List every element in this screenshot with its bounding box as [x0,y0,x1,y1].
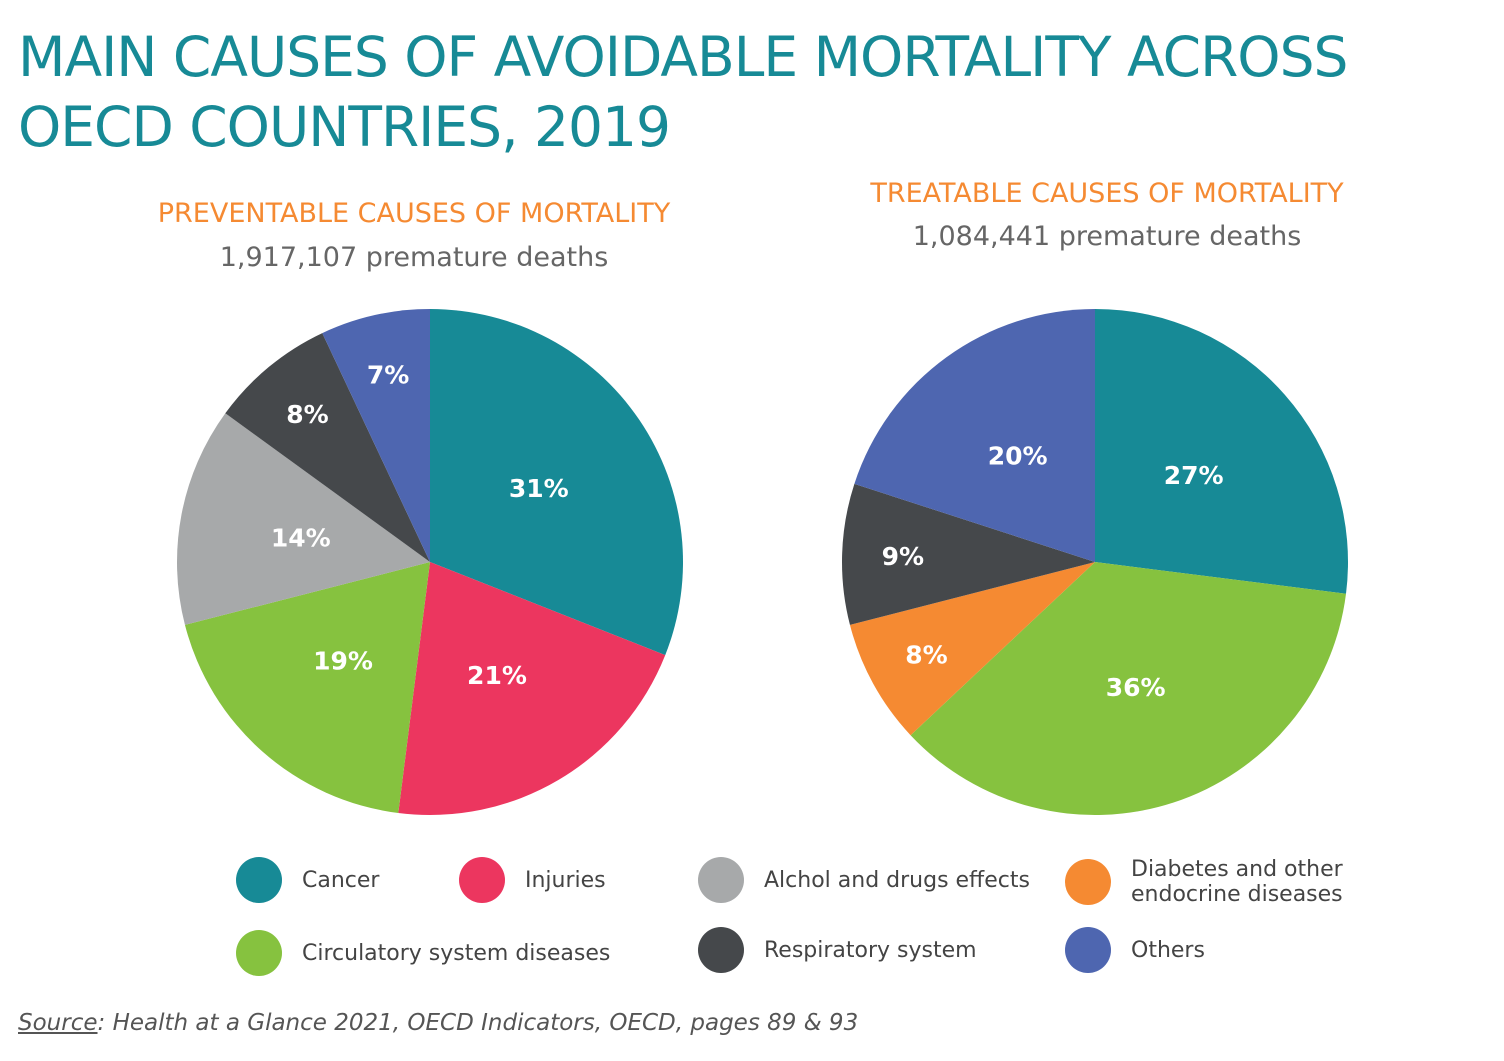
data-label: 14% [271,523,331,552]
data-label: 7% [367,360,409,389]
data-label: 19% [313,647,373,676]
legend-injuries: Injuries [459,857,606,903]
data-label: 20% [988,442,1048,471]
pie-slice-injuries [398,562,666,815]
legend-swatch [1065,859,1111,905]
pie-slice-cancer [430,309,683,656]
legend-swatch [459,857,505,903]
pie-slice-diabetes-and-other-endocrine-diseases [849,562,1095,736]
pie-slice-respiratory-system [842,483,1095,625]
data-label: 21% [467,661,527,690]
legend-cancer: Cancer [236,857,379,903]
pie-slice-cancer [1095,309,1348,594]
chart1-subtitle: 1,917,107 premature deaths [219,242,609,273]
page-title: MAIN CAUSES OF AVOIDABLE MORTALITY ACROS… [18,25,1348,159]
data-label: 31% [509,474,569,503]
data-label: 8% [905,641,947,670]
data-label: 8% [286,400,328,429]
legend-circulatory: Circulatory system diseases [236,930,610,976]
chart1-title: PREVENTABLE CAUSES OF MORTALITY [157,198,671,229]
data-label: 27% [1164,461,1224,490]
source-note: Source: Health at a Glance 2021, OECD In… [18,1010,859,1036]
pie-slice-circulatory-system-diseases [184,562,430,814]
data-label: 36% [1106,673,1166,702]
legend-alcohol: Alchol and drugs effects [698,857,1030,903]
legend-diabetes: Diabetes and other endocrine diseases [1065,857,1365,907]
legend-swatch [698,927,744,973]
legend-respiratory: Respiratory system [698,927,977,973]
pie-slice-others [854,309,1095,562]
legend-swatch [236,857,282,903]
legend-swatch [1065,927,1111,973]
chart2-subtitle: 1,084,441 premature deaths [912,221,1302,252]
pie-slice-alchol-and-drugs-effects [176,413,430,625]
data-label: 9% [882,542,924,571]
pie-slice-respiratory-system [225,333,430,562]
legend-swatch [698,857,744,903]
legend-others: Others [1065,927,1205,973]
legend-swatch [236,930,282,976]
pie-slice-circulatory-system-diseases [910,562,1347,815]
pie-slice-others [322,309,430,562]
chart2-title: TREATABLE CAUSES OF MORTALITY [870,178,1344,209]
